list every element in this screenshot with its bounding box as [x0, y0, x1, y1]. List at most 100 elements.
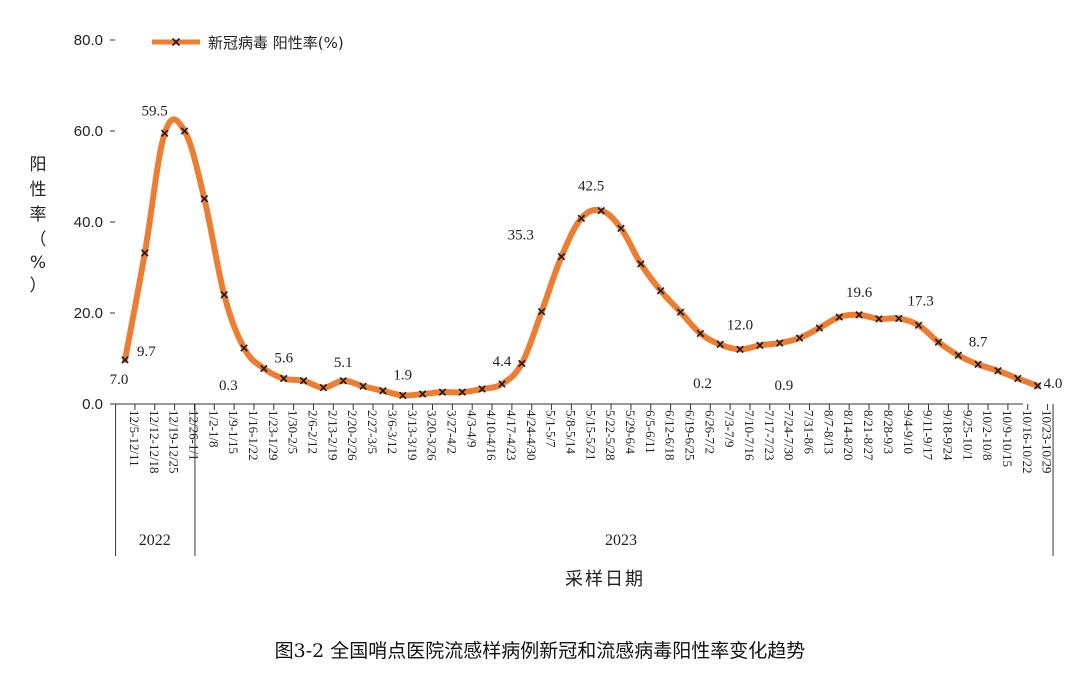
- data-point-marker: [1014, 374, 1022, 383]
- data-label: 1.9: [393, 367, 412, 383]
- x-tick-label: 6/19-6/25: [683, 410, 698, 461]
- x-tick-label: 7/31-8/6: [802, 410, 817, 455]
- x-tick-label: 8/21-8/27: [861, 410, 876, 461]
- data-point-marker: [795, 334, 804, 342]
- data-point-marker: [736, 345, 744, 354]
- data-point-marker: [537, 307, 546, 316]
- y-tick-label: 40.0: [74, 214, 103, 231]
- x-tick-label: 4/3-4/9: [464, 410, 479, 448]
- data-point-marker: [855, 311, 863, 319]
- x-tick-label: 4/10-4/16: [484, 410, 499, 461]
- x-axis-ticks: 12/5-12/11 12/12-12/18 12/19-12/25 12/26-1/…: [127, 404, 1055, 474]
- data-point-marker: [557, 252, 566, 261]
- data-point-marker: [696, 329, 705, 338]
- y-axis-label-char: 阳: [30, 155, 47, 175]
- data-point-marker: [815, 324, 824, 332]
- data-point-marker: [577, 214, 586, 223]
- x-tick-label: 10/23-10/29: [1040, 410, 1055, 474]
- data-point-marker: [160, 129, 169, 138]
- x-tick-label: 6/26-7/2: [702, 410, 717, 454]
- x-tick-label: 12/5-12/11: [127, 410, 142, 467]
- data-point-marker: [359, 382, 367, 391]
- x-tick-label: 4/24-4/30: [524, 410, 539, 461]
- legend-marker: [171, 37, 181, 47]
- x-tick-label: 3/6-3/12: [385, 410, 400, 454]
- data-point-marker: [934, 338, 943, 346]
- data-point-marker: [141, 249, 149, 257]
- data-point-marker: [914, 321, 923, 330]
- data-label: 5.6: [274, 351, 293, 367]
- data-point-marker: [894, 314, 903, 323]
- y-axis-label-char: ）: [30, 276, 47, 296]
- data-point-marker: [974, 360, 982, 369]
- y-tick-label: 20.0: [74, 305, 103, 322]
- data-labels: 9.7 59.5 5.6 5.1 1.9 4.4 35.3 42.5 12.0 19.6 17.3 8…: [137, 103, 1062, 392]
- x-tick-label: 7/3-7/9: [722, 410, 737, 448]
- x-tick-label: 3/13-3/19: [405, 410, 420, 461]
- data-point-marker: [220, 291, 228, 299]
- data-point-marker: [458, 388, 467, 396]
- y-axis-label-char: 率: [30, 205, 47, 225]
- y-axis-label: 阳性率 （% ）: [30, 155, 47, 296]
- data-point-marker: [498, 380, 506, 388]
- x-tick-label: 12/19-12/25: [167, 410, 182, 474]
- legend-label: 新冠病毒 阳性率(%): [208, 34, 344, 52]
- x-tick-label: 7/17-7/23: [762, 410, 777, 461]
- faint-data-label: 7.0: [110, 372, 129, 388]
- x-tick-label: 9/11-9/17: [921, 410, 936, 461]
- data-label: 42.5: [578, 179, 604, 195]
- y-axis-label-char: %: [30, 253, 46, 273]
- data-point-marker: [438, 388, 447, 396]
- y-tick-label: 60.0: [74, 123, 103, 140]
- x-tick-label: 10/9-10/15: [1000, 410, 1015, 467]
- y-tick-label: 80.0: [74, 32, 103, 49]
- data-label: 59.5: [142, 103, 168, 119]
- data-point-marker: [775, 339, 784, 347]
- y-tick-label: 0.0: [82, 396, 103, 413]
- data-point-marker: [835, 313, 844, 321]
- data-point-marker: [180, 127, 189, 135]
- year-label: 2023: [605, 532, 637, 549]
- faint-data-labels: 7.0 0.3 0.2 0.9: [110, 372, 794, 394]
- data-point-marker: [379, 387, 387, 395]
- data-point-marker: [240, 344, 248, 352]
- x-tick-label: 9/4-9/10: [901, 410, 916, 454]
- x-tick-label: 5/22-5/28: [603, 410, 618, 461]
- x-tick-label: 2/6-2/12: [306, 410, 321, 454]
- x-tick-label: 5/1-5/7: [544, 410, 559, 448]
- data-point-marker: [597, 206, 605, 215]
- data-point-marker: [676, 308, 685, 316]
- line-chart: 0.0 20.0 40.0 60.0 80.0 12/5-12/11 12/12-12/1…: [30, 32, 1063, 590]
- x-tick-label: 3/27-4/2: [444, 410, 459, 454]
- x-tick-label: 12/26-1/1: [187, 410, 202, 461]
- data-label: 12.0: [727, 317, 753, 333]
- x-tick-label: 6/5-6/11: [643, 410, 658, 454]
- x-tick-label: 4/17-4/23: [504, 410, 519, 461]
- data-point-marker: [954, 351, 963, 360]
- x-axis-label: 采样日期: [565, 569, 645, 590]
- x-tick-label: 10/2-10/8: [980, 410, 995, 461]
- y-axis-label-char: （: [30, 230, 47, 250]
- x-tick-label: 1/2-1/8: [206, 410, 221, 448]
- faint-data-label: 0.2: [693, 376, 712, 392]
- data-point-marker: [1033, 382, 1042, 390]
- x-tick-label: 8/14-8/20: [841, 410, 856, 461]
- x-tick-label: 2/20-2/26: [345, 410, 360, 461]
- data-point-marker: [656, 286, 665, 295]
- data-point-marker: [716, 340, 724, 349]
- x-tick-label: 7/24-7/30: [782, 410, 797, 461]
- data-point-marker: [121, 356, 129, 364]
- y-axis-ticks: 0.0 20.0 40.0 60.0 80.0: [74, 32, 115, 413]
- y-axis-label-char: 性: [30, 180, 47, 200]
- data-label: 17.3: [907, 293, 933, 309]
- faint-data-label: 0.9: [775, 378, 794, 394]
- legend-marker-icon: [171, 37, 181, 47]
- data-point-marker: [756, 341, 764, 350]
- data-point-marker: [279, 374, 288, 383]
- data-point-marker: [398, 391, 407, 400]
- x-tick-label: 7/10-7/16: [742, 410, 757, 461]
- data-label: 4.0: [1044, 376, 1063, 392]
- x-tick-label: 6/12-6/18: [663, 410, 678, 461]
- x-tick-label: 2/13-2/19: [325, 410, 340, 461]
- figure-caption: 图3-2 全国哨点医院流感样病例新冠和流感病毒阳性率变化趋势: [274, 640, 806, 662]
